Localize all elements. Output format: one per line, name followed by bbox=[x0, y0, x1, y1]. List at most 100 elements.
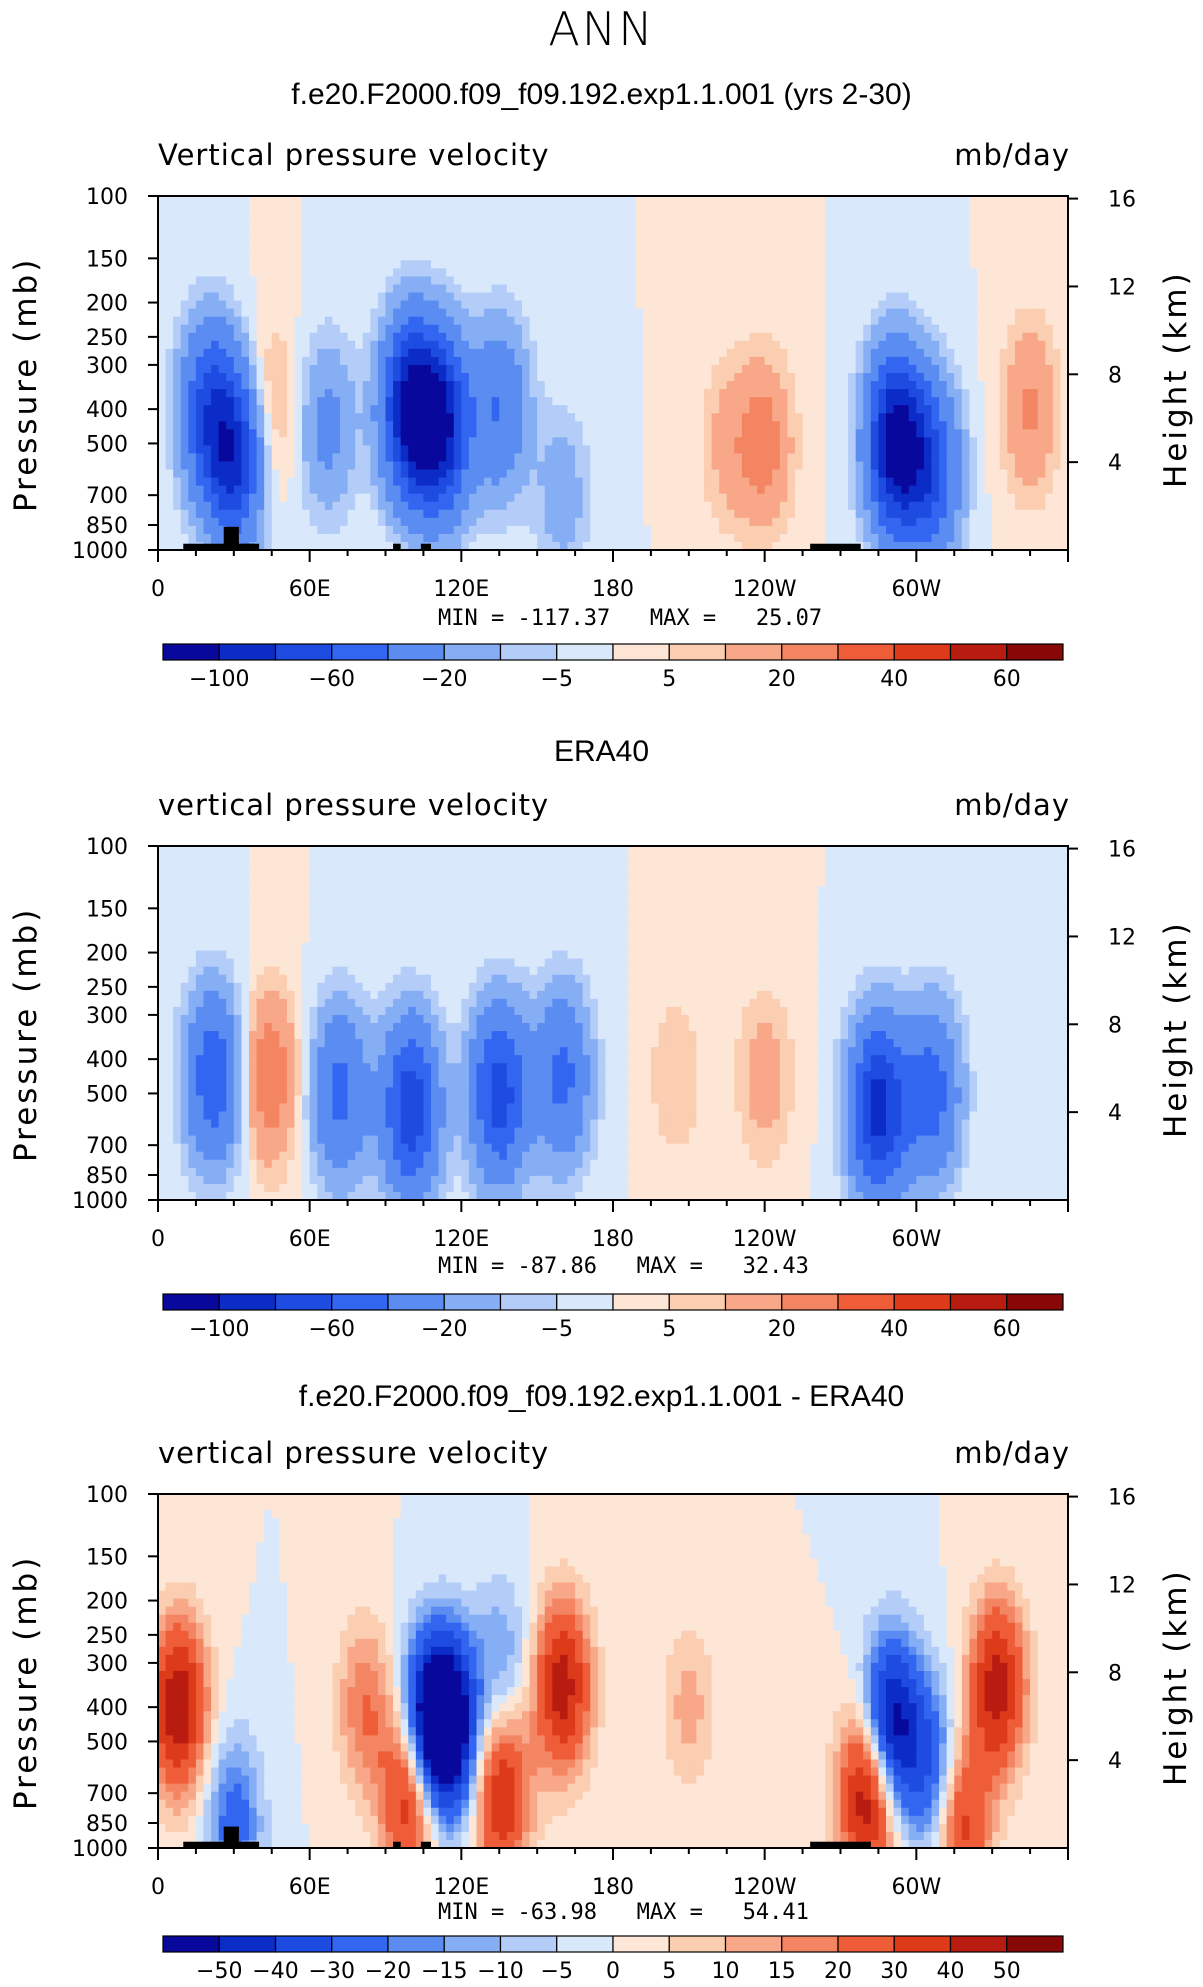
contour-cell bbox=[173, 196, 182, 205]
contour-cell bbox=[901, 284, 910, 294]
contour-cell bbox=[415, 437, 425, 447]
contour-cell bbox=[241, 453, 250, 463]
contour-cell bbox=[931, 469, 940, 479]
contour-cell bbox=[863, 405, 872, 414]
contour-cell bbox=[795, 268, 804, 278]
contour-cell bbox=[984, 276, 993, 286]
contour-cell bbox=[567, 348, 576, 358]
contour-cell bbox=[969, 284, 978, 294]
contour-cell bbox=[666, 292, 675, 302]
contour-cell bbox=[203, 300, 212, 310]
contour-cell bbox=[1045, 348, 1054, 358]
contour-cell bbox=[514, 228, 523, 237]
contour-cell bbox=[241, 413, 250, 422]
contour-cell bbox=[1014, 517, 1024, 527]
contour-cell bbox=[696, 212, 705, 221]
contour-cell bbox=[362, 501, 371, 511]
contour-cell bbox=[575, 373, 584, 382]
contour-cell bbox=[438, 212, 447, 221]
contour-cell bbox=[158, 332, 167, 342]
contour-cell bbox=[1037, 429, 1046, 438]
contour-cell bbox=[552, 244, 561, 253]
contour-cell bbox=[757, 212, 766, 221]
contour-cell bbox=[370, 220, 379, 229]
contour-cell bbox=[613, 300, 622, 310]
contour-cell bbox=[499, 364, 508, 374]
contour-cell bbox=[188, 501, 197, 511]
contour-cell bbox=[400, 517, 409, 527]
contour-cell bbox=[294, 453, 303, 463]
contour-cell bbox=[931, 445, 940, 455]
contour-cell bbox=[340, 308, 349, 318]
contour-cell bbox=[1030, 413, 1039, 422]
contour-cell bbox=[666, 445, 675, 455]
contour-cell bbox=[468, 397, 478, 406]
contour-cell bbox=[923, 364, 933, 374]
contour-cell bbox=[886, 260, 895, 270]
contour-cell bbox=[772, 501, 781, 511]
contour-cell bbox=[544, 268, 553, 278]
contour-cell bbox=[249, 429, 258, 438]
contour-cell bbox=[249, 356, 258, 366]
contour-cell bbox=[499, 477, 508, 487]
contour-cell bbox=[158, 461, 167, 471]
contour-cell bbox=[832, 316, 842, 326]
contour-cell bbox=[233, 276, 243, 286]
contour-cell bbox=[582, 308, 591, 318]
contour-cell bbox=[332, 364, 341, 374]
contour-cell bbox=[673, 348, 682, 358]
contour-cell bbox=[415, 485, 425, 495]
contour-cell bbox=[931, 397, 940, 406]
contour-cell bbox=[696, 469, 705, 479]
contour-cell bbox=[795, 469, 804, 479]
contour-cell bbox=[711, 485, 720, 495]
contour-cell bbox=[355, 525, 364, 535]
contour-cell bbox=[264, 276, 273, 286]
contour-cell bbox=[438, 517, 447, 527]
contour-cell bbox=[749, 348, 758, 358]
contour-cell bbox=[195, 405, 205, 414]
contour-cell bbox=[347, 292, 356, 302]
contour-cell bbox=[741, 268, 751, 278]
contour-cell bbox=[408, 236, 417, 245]
contour-cell bbox=[802, 517, 811, 527]
contour-cell bbox=[241, 308, 250, 318]
contour-cell bbox=[939, 381, 948, 390]
contour-cell bbox=[370, 477, 379, 487]
contour-cell bbox=[711, 477, 720, 487]
contour-cell bbox=[1030, 364, 1039, 374]
contour-cell bbox=[696, 437, 705, 447]
contour-cell bbox=[802, 324, 811, 334]
contour-cell bbox=[431, 268, 440, 278]
contour-cell bbox=[711, 260, 720, 270]
contour-cell bbox=[180, 276, 189, 286]
contour-cell bbox=[461, 228, 470, 237]
contour-cell bbox=[658, 308, 667, 318]
contour-cell bbox=[332, 228, 341, 237]
contour-cell bbox=[734, 509, 743, 519]
contour-cell bbox=[734, 196, 743, 205]
contour-cell bbox=[423, 493, 432, 503]
contour-cell bbox=[878, 324, 887, 334]
contour-cell bbox=[696, 300, 705, 310]
contour-cell bbox=[704, 276, 713, 286]
contour-cell bbox=[324, 517, 334, 527]
contour-cell bbox=[757, 300, 766, 310]
contour-cell bbox=[1045, 461, 1054, 471]
contour-cell bbox=[173, 356, 182, 366]
contour-cell bbox=[203, 220, 212, 229]
contour-cell bbox=[939, 324, 948, 334]
contour-cell bbox=[286, 413, 296, 422]
contour-cell bbox=[537, 493, 546, 503]
contour-cell bbox=[726, 421, 735, 430]
contour-cell bbox=[764, 397, 773, 406]
contour-cell bbox=[711, 348, 720, 358]
contour-cell bbox=[688, 445, 698, 455]
contour-cell bbox=[226, 244, 235, 253]
contour-cell bbox=[734, 493, 743, 503]
contour-cell bbox=[317, 461, 326, 471]
contour-cell bbox=[931, 413, 940, 422]
contour-cell bbox=[666, 316, 675, 326]
contour-cell bbox=[1014, 340, 1024, 350]
contour-cell bbox=[946, 236, 955, 245]
